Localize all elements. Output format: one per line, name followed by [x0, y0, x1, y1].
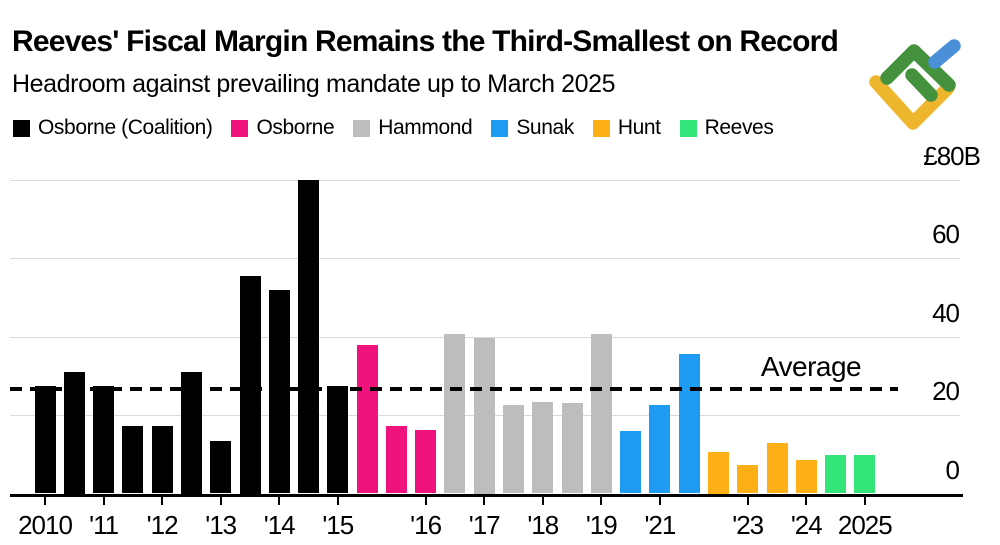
x-tick-mark	[161, 496, 164, 505]
gridline-40	[10, 336, 960, 338]
legend-swatch-icon	[13, 119, 30, 137]
bar-osborne-coalition	[239, 276, 261, 494]
x-axis-label: '23	[732, 510, 764, 540]
y-axis-label: £80B	[923, 141, 981, 171]
legend-item-sunak: Sunak	[491, 116, 574, 140]
x-tick-mark	[863, 496, 866, 505]
x-axis-label: '16	[410, 510, 442, 540]
bar-hunt	[737, 464, 759, 494]
bar-reeves	[825, 454, 847, 494]
bar-osborne-coalition	[122, 425, 144, 494]
average-line	[10, 386, 898, 391]
legend-label: Osborne	[256, 116, 335, 139]
x-axis-label: '17	[468, 510, 501, 540]
x-axis-label: '15	[322, 510, 354, 540]
y-axis-label: 60	[932, 219, 960, 250]
bar-hammond	[503, 404, 524, 494]
bar-osborne-coalition	[180, 372, 202, 494]
legend-swatch-icon	[231, 119, 249, 137]
x-axis-label: '13	[205, 510, 237, 540]
x-tick-mark	[219, 496, 222, 505]
legend-item-hammond: Hammond	[353, 116, 473, 140]
x-tick-mark	[424, 496, 427, 505]
gridline-80	[10, 180, 960, 181]
legend-swatch-icon	[679, 119, 697, 137]
bar-osborne-coalition	[298, 180, 319, 494]
gridline-60	[10, 258, 960, 260]
bar-hunt	[795, 460, 817, 494]
bar-hammond	[444, 334, 466, 494]
x-axis-label: 2025	[837, 510, 893, 540]
x-tick-mark	[541, 496, 544, 505]
bar-hammond	[473, 337, 495, 494]
bar-osborne	[356, 344, 378, 494]
x-axis-label: '18	[527, 510, 559, 540]
y-axis-label: 20	[932, 376, 960, 407]
x-tick-mark	[746, 496, 749, 505]
brand-logo	[869, 39, 961, 130]
logo-blue-accent-icon	[928, 39, 961, 69]
chart-legend: Osborne (Coalition) Osborne Hammond Sunak Hu…	[13, 116, 774, 140]
bar-osborne-coalition	[327, 385, 349, 494]
x-tick-mark	[44, 496, 46, 505]
y-axis-label: 0	[945, 454, 961, 485]
logo-green-chevron-icon	[880, 44, 956, 92]
legend-item-osborne-coalition: Osborne (Coalition)	[13, 116, 213, 140]
y-axis-label: 40	[932, 297, 960, 328]
x-axis-label: '11	[89, 510, 119, 540]
bar-osborne	[385, 425, 407, 494]
legend-label: Hammond	[378, 116, 473, 139]
bar-osborne-coalition	[268, 289, 290, 494]
average-label: Average	[760, 351, 862, 382]
bar-osborne	[415, 429, 437, 494]
legend-label: Osborne (Coalition)	[38, 116, 213, 139]
bar-hammond	[532, 401, 554, 494]
bar-sunak	[678, 354, 700, 494]
x-axis-label: '21	[644, 510, 676, 540]
bar-osborne-coalition	[210, 440, 232, 494]
x-tick-mark	[336, 496, 339, 505]
bar-hunt	[707, 452, 729, 494]
x-tick-mark	[600, 496, 603, 505]
bar-hammond	[590, 334, 612, 494]
x-tick-mark	[102, 496, 105, 505]
legend-label: Sunak	[516, 116, 574, 139]
bar-osborne-coalition	[63, 372, 85, 494]
bar-hammond	[561, 403, 583, 494]
legend-swatch-icon	[491, 119, 509, 137]
legend-swatch-icon	[353, 119, 371, 137]
logo-green-bar-icon	[905, 68, 938, 102]
bar-reeves	[854, 454, 876, 494]
bar-sunak	[649, 405, 671, 494]
logo-yellow-chevron-icon	[869, 75, 955, 130]
x-axis-label: '12	[146, 510, 179, 540]
x-tick-mark	[658, 496, 661, 505]
x-tick-mark	[805, 496, 808, 505]
legend-label: Hunt	[617, 116, 661, 139]
x-tick-mark	[483, 496, 486, 505]
legend-swatch-icon	[592, 119, 610, 137]
x-axis-label: '19	[585, 510, 618, 540]
x-axis-label: '14	[263, 510, 296, 540]
bar-osborne-coalition	[93, 385, 115, 494]
bar-hunt	[766, 443, 788, 494]
x-axis-label: '24	[790, 510, 823, 540]
legend-item-reeves: Reeves	[679, 116, 774, 140]
legend-label: Reeves	[704, 116, 774, 139]
x-tick-mark	[278, 496, 281, 505]
legend-item-hunt: Hunt	[592, 116, 661, 140]
bar-sunak	[620, 430, 642, 494]
chart-title: Reeves' Fiscal Margin Remains the Third-…	[12, 25, 839, 58]
legend-item-osborne: Osborne	[231, 116, 335, 140]
chart-subtitle: Headroom against prevailing mandate up t…	[12, 70, 616, 98]
bar-osborne-coalition	[151, 425, 173, 494]
x-axis-label: 2010	[18, 510, 73, 540]
x-axis-baseline	[10, 493, 963, 497]
bar-osborne-coalition	[34, 385, 56, 494]
